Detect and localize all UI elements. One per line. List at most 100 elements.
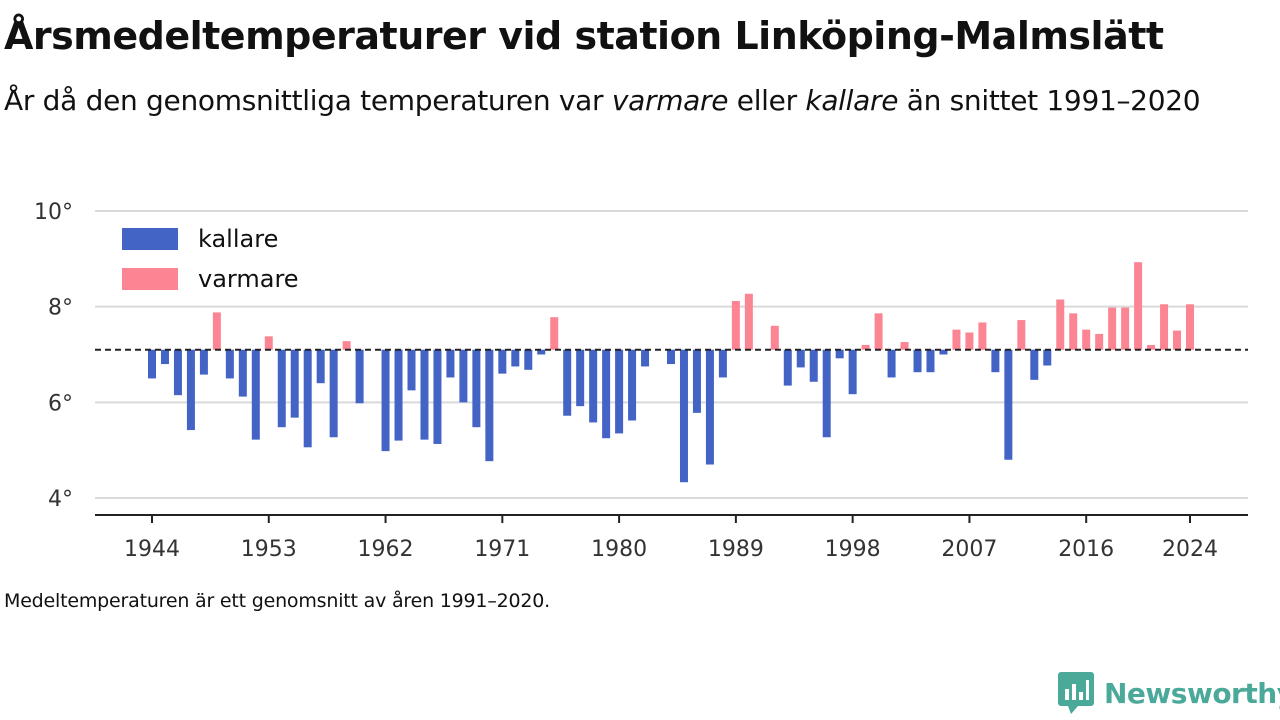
chart-title: Årsmedeltemperaturer vid station Linköpi… — [4, 14, 1164, 58]
bar-2021 — [1147, 344, 1156, 350]
bar-2007 — [965, 332, 974, 350]
x-tick-label: 2016 — [1058, 537, 1114, 562]
bar-1945 — [160, 349, 169, 365]
bar-1950 — [225, 349, 234, 379]
bar-2008 — [978, 322, 987, 350]
bar-1986 — [692, 349, 701, 413]
bar-1970 — [485, 349, 494, 462]
bar-1989 — [731, 300, 740, 350]
bar-1980 — [615, 349, 624, 434]
y-tick-label: 4° — [48, 487, 73, 512]
bar-chart: 4° 6° 8° 10° 1944 1953 1962 1971 1980 1989 1998 20… — [34, 200, 1248, 562]
bar-1949 — [212, 312, 221, 350]
legend-swatch-varmare — [122, 268, 178, 290]
subtitle-text-2: eller — [728, 84, 806, 117]
bar-1972 — [511, 349, 520, 367]
x-tick-label: 1962 — [358, 537, 414, 562]
bar-1977 — [576, 349, 585, 407]
bar-1994 — [796, 349, 805, 368]
bar-1998 — [848, 349, 857, 395]
bars — [148, 262, 1194, 483]
bar-1981 — [628, 349, 637, 421]
bar-2022 — [1160, 304, 1169, 350]
x-tick-label: 1953 — [241, 537, 297, 562]
bar-2019 — [1121, 307, 1130, 350]
bar-1948 — [199, 349, 208, 375]
footnote: Medeltemperaturen är ett genomsnitt av å… — [4, 590, 551, 612]
bar-2005 — [939, 349, 948, 355]
y-tick-label: 6° — [48, 391, 73, 416]
x-tick-label: 1989 — [708, 537, 764, 562]
bar-2018 — [1108, 307, 1117, 350]
subtitle-text-3: än snittet 1991–2020 — [898, 84, 1201, 117]
bar-1953 — [264, 336, 273, 350]
bar-2004 — [926, 349, 935, 373]
bar-2000 — [874, 313, 883, 350]
brand[interactable]: Newsworthy — [1058, 672, 1280, 714]
bar-1965 — [420, 349, 429, 440]
legend-label-kallare: kallare — [198, 225, 278, 253]
bar-1946 — [173, 349, 182, 396]
bar-1957 — [316, 349, 325, 384]
bar-1999 — [861, 344, 870, 350]
bar-1963 — [394, 349, 403, 441]
bar-1976 — [563, 349, 572, 416]
bar-1959 — [342, 341, 351, 350]
bar-2016 — [1082, 329, 1091, 350]
bar-2009 — [991, 349, 1000, 373]
bar-2020 — [1134, 262, 1143, 350]
subtitle-warmer: varmare — [611, 84, 729, 117]
legend-swatch-kallare — [122, 228, 178, 250]
x-tick-label: 2024 — [1162, 537, 1218, 562]
bar-1982 — [641, 349, 650, 367]
bar-1996 — [822, 349, 831, 438]
bar-2010 — [1004, 349, 1013, 460]
bar-1985 — [679, 349, 688, 483]
x-axis-ticks: 1944 1953 1962 1971 1980 1989 1998 2007 2016 2024 — [124, 515, 1218, 562]
bar-2012 — [1030, 349, 1039, 380]
bar-1958 — [329, 349, 338, 438]
bar-2023 — [1173, 330, 1182, 350]
bar-1951 — [238, 349, 247, 397]
bar-2013 — [1043, 349, 1052, 366]
subtitle-colder: kallare — [805, 84, 899, 117]
bar-1967 — [446, 349, 455, 378]
x-tick-label: 1971 — [474, 537, 530, 562]
bar-1960 — [355, 349, 364, 404]
bar-1962 — [381, 349, 390, 452]
bar-1956 — [303, 349, 312, 448]
bar-2024 — [1186, 304, 1194, 350]
bar-1955 — [290, 349, 299, 418]
bar-1975 — [550, 317, 559, 350]
bar-2011 — [1017, 320, 1026, 350]
y-tick-label: 8° — [48, 296, 73, 321]
bar-2015 — [1069, 313, 1078, 350]
bar-1990 — [744, 293, 753, 350]
bar-1978 — [589, 349, 598, 423]
bar-2003 — [913, 349, 922, 373]
gridlines — [95, 210, 1248, 499]
legend: kallare varmare — [122, 225, 299, 293]
x-tick-label: 1998 — [825, 537, 881, 562]
bar-2002 — [900, 342, 909, 350]
bar-1952 — [251, 349, 260, 440]
bar-1992 — [770, 325, 779, 350]
bar-1988 — [718, 349, 727, 378]
bar-2017 — [1095, 333, 1104, 350]
brand-name: Newsworthy — [1104, 676, 1280, 710]
bar-1997 — [835, 349, 844, 359]
chart-subtitle: År då den genomsnittliga temperaturen va… — [4, 80, 1224, 122]
bar-1966 — [433, 349, 442, 444]
bar-1987 — [705, 349, 714, 465]
x-tick-label: 1944 — [124, 537, 180, 562]
bar-1947 — [186, 349, 195, 431]
bar-1971 — [498, 349, 507, 374]
x-tick-label: 1980 — [591, 537, 647, 562]
bar-2014 — [1056, 299, 1065, 350]
bar-1954 — [277, 349, 286, 428]
bar-1944 — [148, 349, 156, 379]
subtitle-text-1: År då den genomsnittliga temperaturen va… — [4, 84, 612, 117]
legend-label-varmare: varmare — [198, 265, 299, 293]
bar-1993 — [783, 349, 792, 386]
x-tick-label: 2007 — [941, 537, 997, 562]
